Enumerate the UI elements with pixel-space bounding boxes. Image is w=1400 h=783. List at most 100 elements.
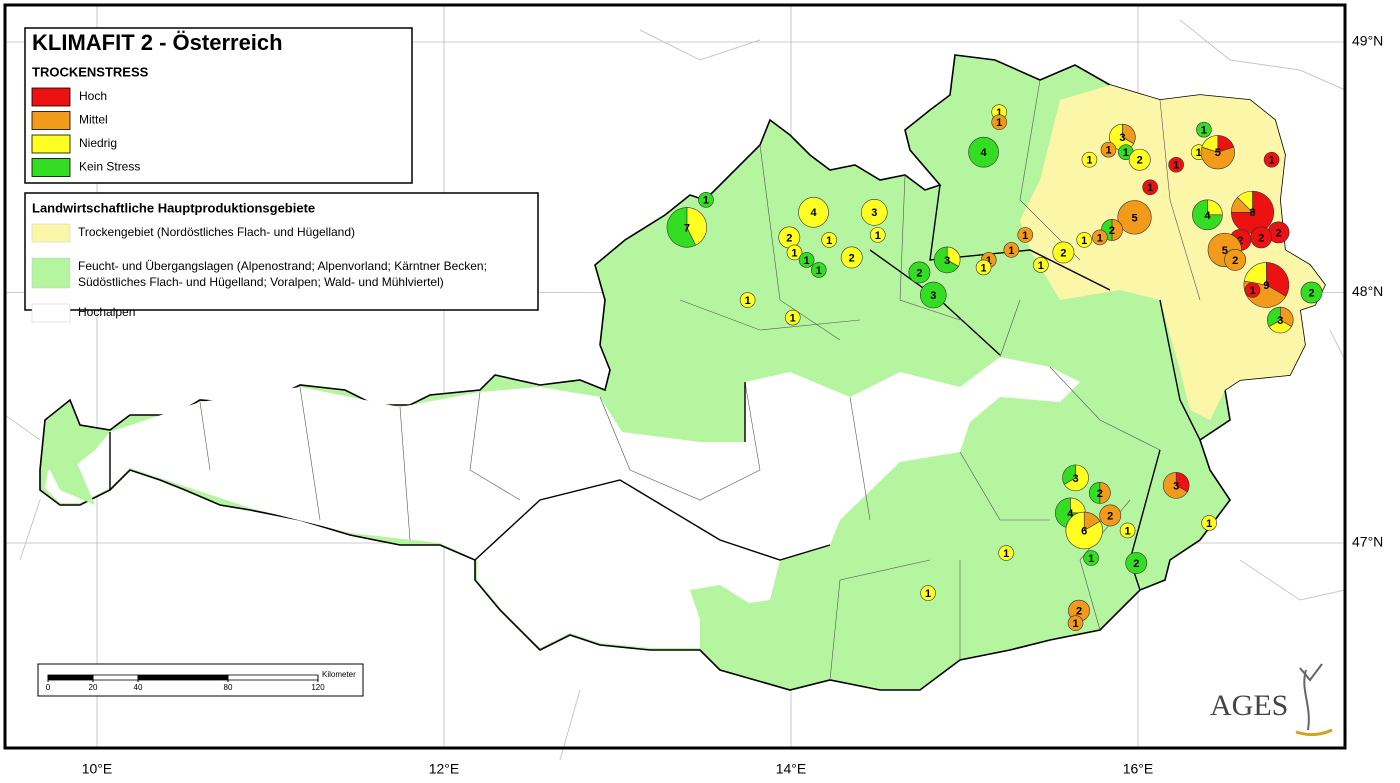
site-count: 2 — [1107, 510, 1113, 522]
pie-slice — [698, 192, 714, 208]
pie-slice — [1125, 552, 1148, 574]
lon-label: 12°E — [429, 761, 460, 777]
site-count: 2 — [1109, 225, 1115, 237]
site-count: 1 — [1008, 245, 1014, 257]
site-count: 1 — [790, 312, 796, 324]
site: 3 — [1267, 306, 1294, 334]
site-count: 1 — [925, 588, 931, 600]
pie-slice — [919, 281, 947, 309]
scale-segment — [227, 674, 319, 681]
pie-slice — [1196, 121, 1212, 138]
site-count: 2 — [916, 267, 922, 279]
site: 5 — [1200, 135, 1235, 170]
stress-legend: Hoch Mittel Niedrig Kein Stress — [31, 87, 140, 177]
site: 1 — [1067, 615, 1084, 631]
site: 1 — [698, 192, 714, 208]
site: 3 — [1109, 123, 1136, 151]
pie-slice — [686, 207, 708, 246]
site: 7 — [666, 207, 708, 248]
scale-label: 120 — [311, 683, 325, 692]
site-count: 2 — [1097, 488, 1103, 500]
map-frame — [3, 3, 1347, 750]
site-count: 1 — [745, 295, 751, 307]
pie-slice — [1142, 179, 1158, 196]
pie-slice — [1062, 464, 1076, 485]
site-count: 1 — [981, 262, 987, 274]
legend-label: Südöstliches Flach- und Hügelland; Voral… — [78, 275, 444, 289]
site-count: 3 — [930, 290, 936, 302]
site-count: 3 — [1277, 315, 1283, 327]
pie-slice — [991, 114, 1008, 130]
scale-label: 0 — [46, 683, 51, 692]
site: 1 — [1081, 151, 1098, 168]
site-count: 1 — [804, 255, 810, 267]
pie-slice — [1065, 511, 1103, 550]
site-count: 2 — [1237, 235, 1243, 247]
site: 1 — [1244, 282, 1261, 298]
pie-slice — [1201, 135, 1219, 153]
pie-slice — [1268, 319, 1292, 334]
site-count: 7 — [684, 222, 690, 234]
site: 1 — [739, 292, 756, 308]
pie-slice — [860, 199, 888, 226]
site-count: 4 — [981, 147, 988, 159]
legend-label: Hochalpen — [78, 305, 135, 319]
site-count: 2 — [1275, 227, 1281, 239]
legend-label: Trockengebiet (Nordöstliches Flach- und … — [78, 225, 355, 239]
region-hochalpen — [45, 357, 1080, 648]
site: 1 — [869, 227, 886, 243]
pie-slice — [784, 309, 801, 326]
site: 1 — [920, 585, 936, 601]
pie-slice — [1243, 262, 1267, 286]
legend-title: TROCKENSTRESS — [32, 64, 149, 79]
lon-label: 16°E — [1123, 761, 1154, 777]
pie-slice — [798, 252, 815, 268]
site: 3 — [919, 281, 947, 309]
site: 2 — [1128, 148, 1151, 171]
pie-slice — [1168, 156, 1184, 173]
site-count: 1 — [1173, 160, 1179, 172]
pie-slice — [821, 232, 837, 248]
legend-swatch — [31, 134, 71, 154]
pie-slice — [1237, 190, 1253, 214]
site: 2 — [778, 226, 801, 249]
pie-slice — [1017, 227, 1034, 243]
pie-slice — [1033, 257, 1049, 273]
pie-slice — [810, 262, 827, 278]
pie-slice — [666, 207, 696, 248]
site-count: 9 — [1263, 280, 1269, 292]
site: 2 — [1125, 552, 1148, 574]
legend-swatch — [31, 257, 71, 289]
site: 4 — [798, 197, 829, 228]
pie-slice — [1003, 242, 1020, 258]
pie-slice — [933, 246, 959, 274]
pie-slice — [1266, 262, 1290, 297]
site-count: 1 — [996, 107, 1002, 119]
site-count: 1 — [1201, 125, 1207, 137]
site: 4 — [1192, 199, 1223, 231]
site: 1 — [1076, 232, 1093, 248]
area-legend: Trockengebiet (Nordöstliches Flach- und … — [31, 223, 487, 323]
pie-slice — [786, 244, 803, 261]
site: 1 — [821, 232, 837, 248]
site: 9 — [1243, 262, 1290, 308]
site-count: 3 — [1072, 473, 1078, 485]
scale-bar: 0 20 40 80 120 Kilometer — [46, 670, 356, 692]
site-count: 1 — [791, 247, 797, 259]
scale-label: 40 — [134, 683, 143, 692]
pie-slice — [968, 136, 999, 168]
logo: AGES — [1210, 689, 1288, 722]
site-count: 2 — [1133, 558, 1139, 570]
legend-box — [24, 27, 413, 184]
site-count: 2 — [1308, 287, 1314, 299]
legend-label: Kein Stress — [79, 160, 140, 174]
site-count: 2 — [1137, 155, 1143, 167]
site: 1 — [784, 309, 801, 326]
site-count: 2 — [1060, 247, 1066, 259]
site-count: 2 — [1258, 232, 1264, 244]
site-count: 1 — [1097, 232, 1103, 244]
pie-slice — [1224, 249, 1247, 271]
site: 3 — [1162, 472, 1190, 499]
